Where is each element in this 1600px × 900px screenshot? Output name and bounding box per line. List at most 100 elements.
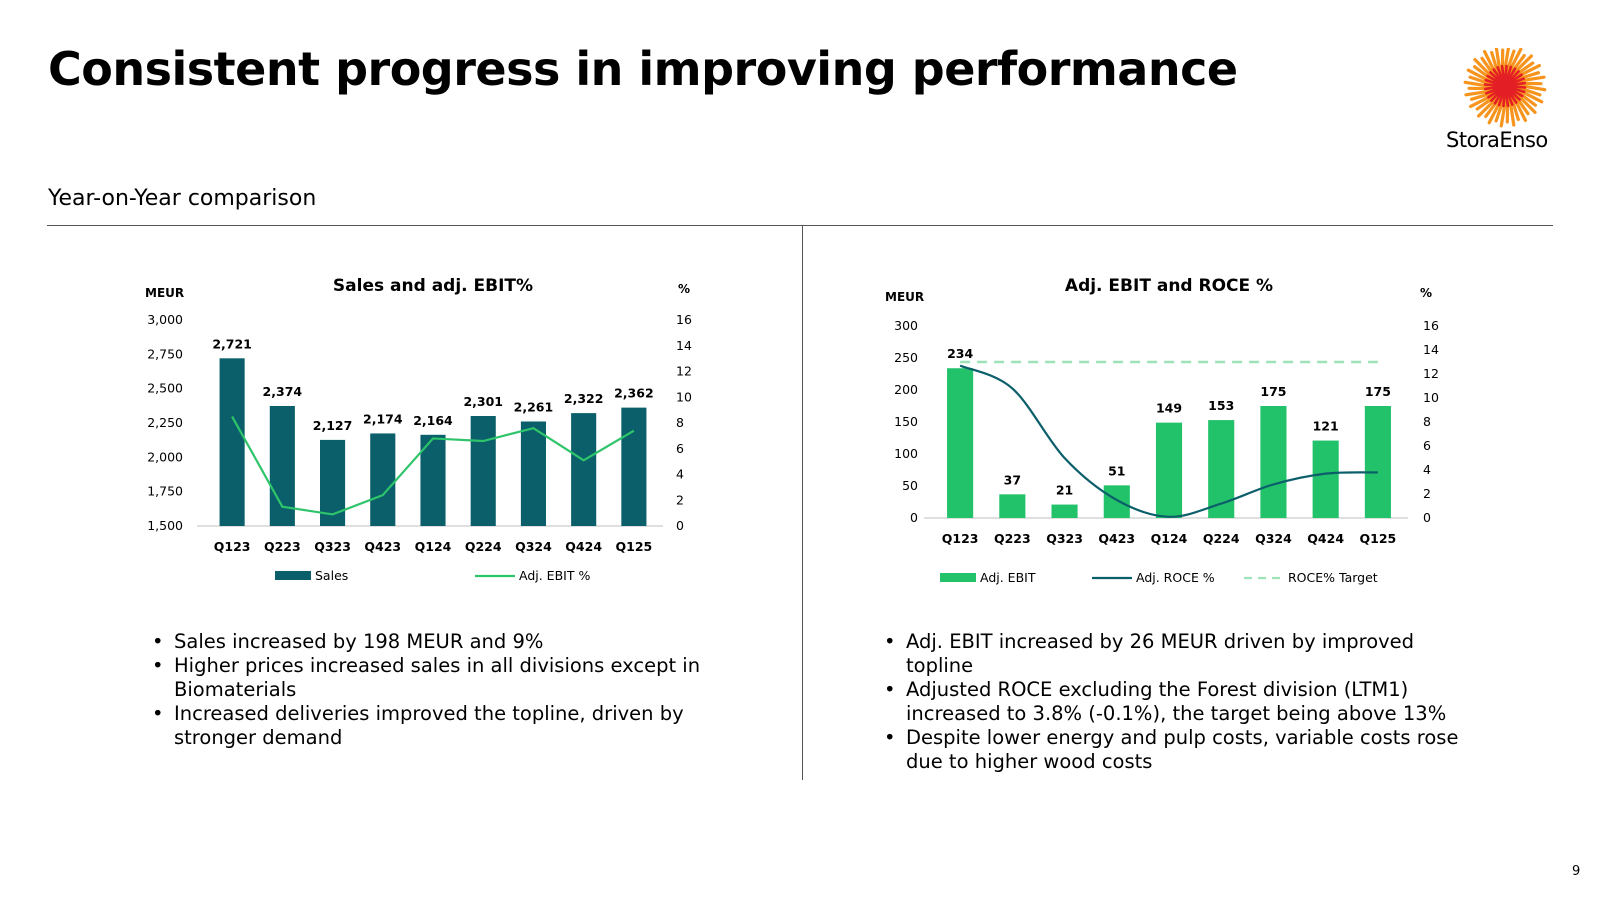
y2-tick-label: 12 <box>676 364 692 379</box>
logo-core-ray <box>1503 84 1527 89</box>
series-line <box>231 416 635 516</box>
x-tick-label: Q424 <box>1307 531 1344 546</box>
y2-tick-label: 8 <box>1423 414 1431 429</box>
page-title: Consistent progress in improving perform… <box>48 42 1238 96</box>
bar-value-label: 2,174 <box>363 411 403 426</box>
logo-ray <box>1499 93 1509 128</box>
bar <box>219 358 245 526</box>
legend-label: Sales <box>315 568 348 583</box>
y-tick-label: 2,500 <box>147 381 183 396</box>
y2-tick-label: 16 <box>1423 318 1439 333</box>
y-tick-label: 0 <box>910 510 918 525</box>
bar-value-label: 153 <box>1208 398 1234 413</box>
y-tick-label: 250 <box>894 350 918 365</box>
bar-value-label: 2,301 <box>463 394 503 409</box>
x-tick-label: Q123 <box>214 539 251 554</box>
bar-value-label: 2,362 <box>614 386 654 401</box>
y-tick-label: 150 <box>894 414 918 429</box>
page-number: 9 <box>1572 864 1581 879</box>
sales-ebit-chart: Sales and adj. EBIT% MEUR% 1,500 1,750 2,000… <box>140 270 720 604</box>
storaenso-logo-icon <box>1463 48 1547 128</box>
right-bullet-list: Adj. EBIT increased by 26 MEUR driven by… <box>880 630 1480 774</box>
logo-ray <box>1472 65 1499 85</box>
y-tick-label: 3,000 <box>147 312 183 327</box>
bar-value-label: 2,374 <box>263 384 303 399</box>
series-line <box>959 364 1378 518</box>
bar <box>1155 422 1183 518</box>
x-tick-label: Q323 <box>1046 531 1083 546</box>
bullet-item: Adj. EBIT increased by 26 MEUR driven by… <box>880 630 1480 678</box>
bar <box>947 368 974 518</box>
y2-tick-label: 0 <box>1423 510 1431 525</box>
bar-value-label: 2,721 <box>212 336 252 351</box>
x-tick-label: Q124 <box>1151 531 1188 546</box>
bar <box>520 421 546 526</box>
sales-ebit-chart-svg: Sales and adj. EBIT% MEUR % 1,500 1,750 2,000… <box>145 276 692 583</box>
bar <box>621 407 647 526</box>
ebit-roce-chart-svg: Adj. EBIT and ROCE %MEUR %050100150200250… <box>885 276 1439 585</box>
logo-text: StoraEnso <box>1446 128 1548 152</box>
y-axis-unit: MEUR <box>145 286 184 300</box>
y-tick-label: 100 <box>894 446 918 461</box>
bar-value-label: 2,164 <box>413 413 453 428</box>
bar <box>571 413 597 526</box>
bar-value-label: 2,261 <box>514 399 554 414</box>
logo-ray <box>1501 48 1511 79</box>
bar-value-label: 175 <box>1365 384 1391 399</box>
logo-ray <box>1511 87 1538 107</box>
bullet-item: Higher prices increased sales in all div… <box>148 654 738 702</box>
y-tick-label: 1,500 <box>147 518 183 533</box>
bullet-item: Increased deliveries improved the toplin… <box>148 702 738 750</box>
x-tick-label: Q224 <box>465 539 502 554</box>
bar <box>999 494 1026 518</box>
bar-value-label: 51 <box>1108 463 1125 478</box>
y-tick-label: 2,000 <box>147 449 183 464</box>
y-axis-unit: MEUR <box>885 290 924 304</box>
x-tick-label: Q125 <box>1360 531 1397 546</box>
bar <box>370 433 396 526</box>
y2-tick-label: 0 <box>676 518 684 533</box>
bar-value-label: 37 <box>1004 472 1021 487</box>
logo-ray <box>1506 53 1526 80</box>
legend-label: ROCE% Target <box>1288 570 1378 585</box>
x-tick-label: Q424 <box>565 539 602 554</box>
y2-tick-label: 12 <box>1423 366 1439 381</box>
chart-title: Sales and adj. EBIT% <box>333 276 533 296</box>
y2-axis-unit: % <box>1420 286 1432 300</box>
y-tick-label: 200 <box>894 382 918 397</box>
column-divider <box>802 226 803 780</box>
y-tick-label: 1,750 <box>147 484 183 499</box>
x-tick-label: Q224 <box>1203 531 1240 546</box>
x-tick-label: Q324 <box>1255 531 1292 546</box>
y-tick-label: 50 <box>902 478 918 493</box>
bullet-item: Sales increased by 198 MEUR and 9% <box>148 630 738 654</box>
x-tick-label: Q423 <box>1098 531 1135 546</box>
bar-value-label: 234 <box>947 346 973 361</box>
x-tick-label: Q124 <box>415 539 452 554</box>
x-tick-label: Q125 <box>616 539 653 554</box>
bar <box>420 434 446 526</box>
y2-tick-label: 8 <box>676 415 684 430</box>
bullet-item: Adjusted ROCE excluding the Forest divis… <box>880 678 1480 726</box>
legend-label: Adj. EBIT <box>980 570 1036 585</box>
x-tick-label: Q323 <box>314 539 351 554</box>
bar-value-label: 121 <box>1313 419 1339 434</box>
bar-value-label: 21 <box>1056 483 1073 498</box>
x-tick-label: Q223 <box>994 531 1031 546</box>
x-tick-label: Q324 <box>515 539 552 554</box>
y-tick-label: 2,750 <box>147 346 183 361</box>
logo-ray <box>1484 92 1504 119</box>
ebit-roce-chart: Adj. EBIT and ROCE % MEUR% 0 50 100 150 200 250… <box>880 270 1460 604</box>
bar <box>1312 440 1339 518</box>
bar <box>1364 406 1391 518</box>
y2-tick-label: 10 <box>1423 390 1439 405</box>
bullet-item: Despite lower energy and pulp costs, var… <box>880 726 1480 774</box>
bar <box>1260 406 1287 518</box>
section-subtitle: Year-on-Year comparison <box>48 186 317 211</box>
y-tick-label: 300 <box>894 318 918 333</box>
header-divider <box>47 225 1553 226</box>
y2-tick-label: 6 <box>676 441 684 456</box>
legend-label: Adj. ROCE % <box>1136 570 1215 585</box>
y2-tick-label: 4 <box>676 467 684 482</box>
bar <box>1103 485 1130 518</box>
